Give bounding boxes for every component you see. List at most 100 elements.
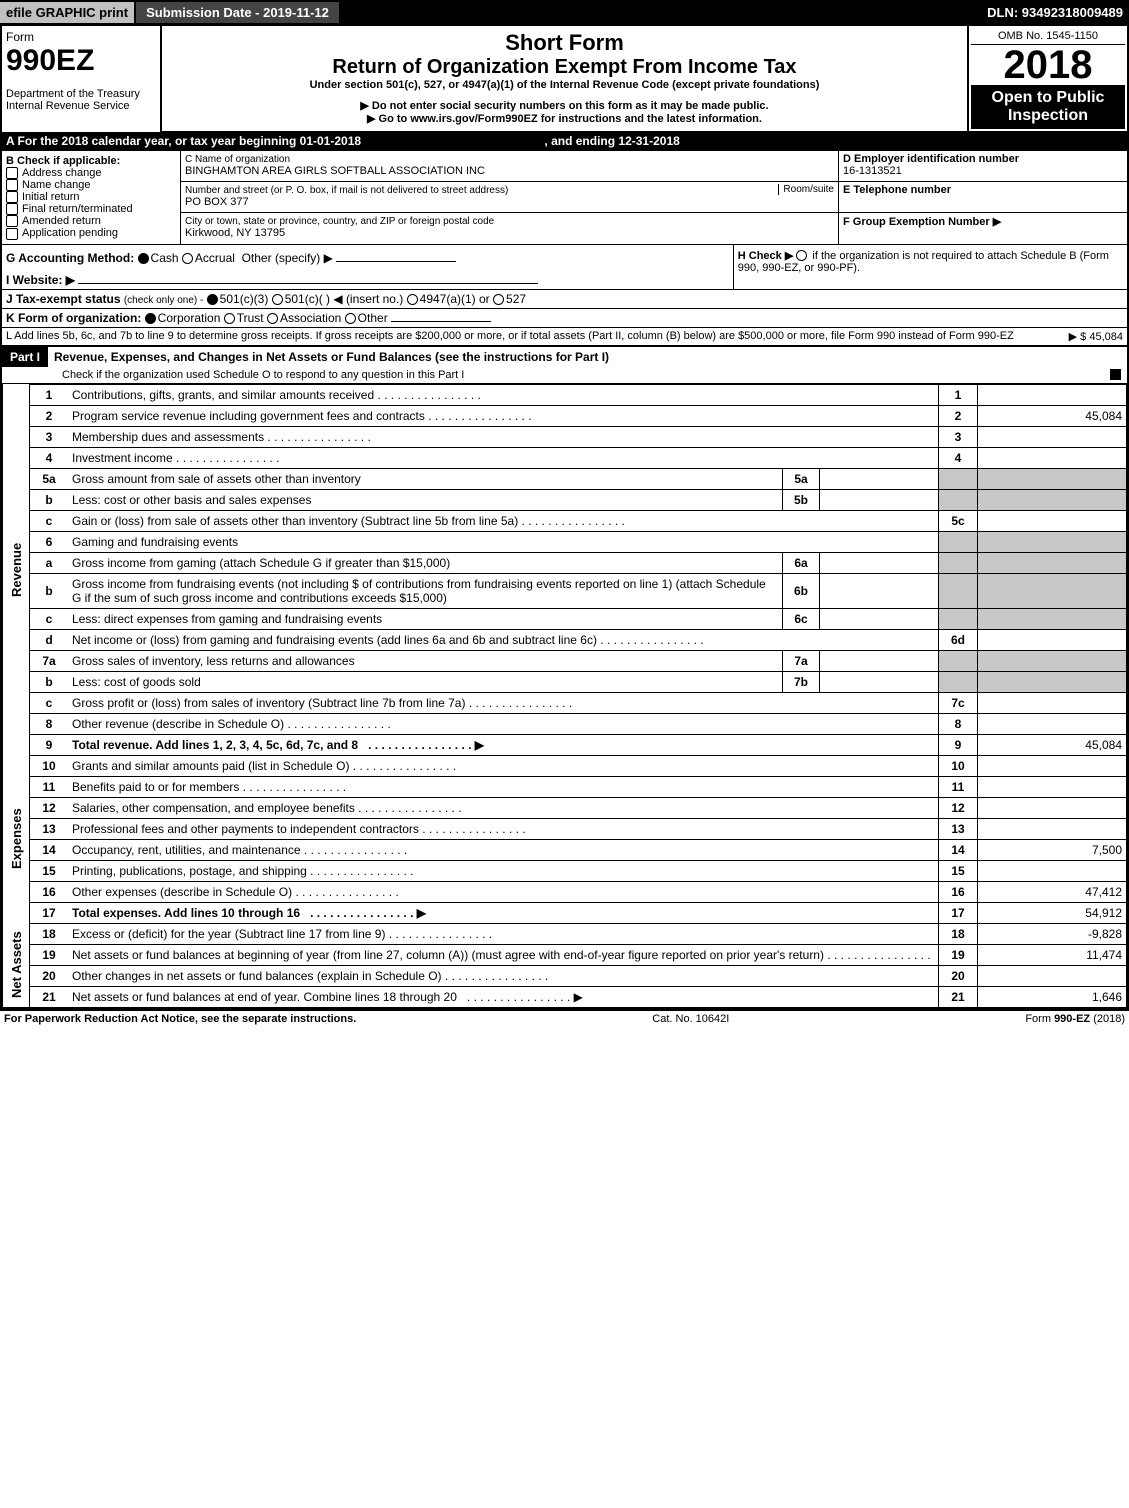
checkbox-schedule-o[interactable] bbox=[1110, 369, 1121, 380]
line-num-8: 8 bbox=[30, 713, 69, 734]
top-header-bar: efile GRAPHIC print Submission Date - 20… bbox=[0, 0, 1129, 24]
label-d: D Employer identification number bbox=[843, 153, 1019, 165]
radio-4947[interactable] bbox=[407, 294, 418, 305]
line-desc-15: Printing, publications, postage, and shi… bbox=[68, 860, 939, 881]
line-amt-2: 45,084 bbox=[978, 405, 1127, 426]
ssn-warning: ▶ Do not enter social security numbers o… bbox=[166, 99, 963, 112]
line-box-shade-7a bbox=[939, 650, 978, 671]
footer-right: Form 990-EZ (2018) bbox=[1025, 1013, 1125, 1025]
section-expenses-label: Expenses bbox=[3, 755, 30, 923]
line-box-shade-b bbox=[939, 671, 978, 692]
line-subamt-6a bbox=[820, 552, 939, 573]
title-center-cell: Short Form Return of Organization Exempt… bbox=[161, 25, 968, 132]
line-subbox-5a: 5a bbox=[783, 468, 820, 489]
line-num-17: 17 bbox=[30, 902, 69, 923]
radio-trust[interactable] bbox=[224, 313, 235, 324]
line-amt-shade-7a bbox=[978, 650, 1127, 671]
part1-title: Revenue, Expenses, and Changes in Net As… bbox=[48, 350, 609, 364]
line-subamt-7b bbox=[820, 671, 939, 692]
label-j-sub: (check only one) - bbox=[124, 295, 203, 306]
checkbox-application-pending[interactable] bbox=[6, 228, 18, 240]
line-box-shade-a bbox=[939, 552, 978, 573]
line-amt-4 bbox=[978, 447, 1127, 468]
radio-501c3[interactable] bbox=[207, 294, 218, 305]
line-amt-13 bbox=[978, 818, 1127, 839]
line-box-19: 19 bbox=[939, 944, 978, 965]
instructions-link[interactable]: ▶ Go to www.irs.gov/Form990EZ for instru… bbox=[166, 112, 963, 125]
line-subbox-5b: 5b bbox=[783, 489, 820, 510]
line-amt-10 bbox=[978, 755, 1127, 776]
line-subamt-6b bbox=[820, 573, 939, 608]
line-num-18: 18 bbox=[30, 923, 69, 944]
line-desc-21: Net assets or fund balances at end of ye… bbox=[68, 986, 939, 1007]
line-desc-b: Gross income from fundraising events (no… bbox=[68, 573, 783, 608]
line-num-4: 4 bbox=[30, 447, 69, 468]
open-public-box: Open to Public Inspection bbox=[971, 85, 1125, 129]
line-amt-shade-6 bbox=[978, 531, 1127, 552]
line-amt-7c bbox=[978, 692, 1127, 713]
group-exemption-label: F Group Exemption Number ▶ bbox=[843, 216, 1001, 228]
line-amt-21: 1,646 bbox=[978, 986, 1127, 1007]
radio-association[interactable] bbox=[267, 313, 278, 324]
radio-corporation[interactable] bbox=[145, 313, 156, 324]
section-e: E Telephone number bbox=[839, 182, 1128, 213]
line-desc-a: Gross income from gaming (attach Schedul… bbox=[68, 552, 783, 573]
checkbox-final-return[interactable] bbox=[6, 203, 18, 215]
line-amt-shade-c bbox=[978, 608, 1127, 629]
line-amt-shade-b bbox=[978, 573, 1127, 608]
section-l-amount: ▶ $ 45,084 bbox=[1069, 330, 1123, 343]
section-b: B Check if applicable: Address change Na… bbox=[2, 151, 181, 244]
department-label: Department of the Treasury bbox=[6, 88, 156, 100]
radio-cash[interactable] bbox=[138, 253, 149, 264]
ein-value: 16-1313521 bbox=[843, 165, 902, 177]
line-desc-11: Benefits paid to or for members . . . . … bbox=[68, 776, 939, 797]
line-num-c: c bbox=[30, 692, 69, 713]
line-desc-c: Gross profit or (loss) from sales of inv… bbox=[68, 692, 939, 713]
line-box-21: 21 bbox=[939, 986, 978, 1007]
checkbox-name-change[interactable] bbox=[6, 179, 18, 191]
line-num-2: 2 bbox=[30, 405, 69, 426]
line-box-12: 12 bbox=[939, 797, 978, 818]
line-desc-c: Less: direct expenses from gaming and fu… bbox=[68, 608, 783, 629]
room-label: Room/suite bbox=[778, 184, 834, 195]
line-subbox-6b: 6b bbox=[783, 573, 820, 608]
section-net assets-label: Net Assets bbox=[3, 923, 30, 1007]
line-desc-6: Gaming and fundraising events bbox=[68, 531, 939, 552]
short-form-title: Short Form bbox=[166, 30, 963, 56]
label-j: J Tax-exempt status bbox=[6, 292, 121, 306]
line-num-11: 11 bbox=[30, 776, 69, 797]
line-subbox-6a: 6a bbox=[783, 552, 820, 573]
radio-other-org[interactable] bbox=[345, 313, 356, 324]
line-subamt-6c bbox=[820, 608, 939, 629]
checkbox-schedule-b[interactable] bbox=[796, 250, 807, 261]
line-num-5a: 5a bbox=[30, 468, 69, 489]
line-desc-8: Other revenue (describe in Schedule O) .… bbox=[68, 713, 939, 734]
checkbox-address-change[interactable] bbox=[6, 167, 18, 179]
title-right-cell: OMB No. 1545-1150 2018 Open to Public In… bbox=[968, 25, 1128, 132]
section-l: L Add lines 5b, 6c, and 7b to line 9 to … bbox=[2, 327, 1127, 345]
dln-number: DLN: 93492318009489 bbox=[981, 2, 1129, 23]
line-box-4: 4 bbox=[939, 447, 978, 468]
line-amt-12 bbox=[978, 797, 1127, 818]
checkbox-amended[interactable] bbox=[6, 215, 18, 227]
line-amt-16: 47,412 bbox=[978, 881, 1127, 902]
section-h: H Check ▶ if the organization is not req… bbox=[733, 245, 1127, 290]
line-desc-b: Less: cost or other basis and sales expe… bbox=[68, 489, 783, 510]
org-name: BINGHAMTON AREA GIRLS SOFTBALL ASSOCIATI… bbox=[185, 165, 485, 177]
line-num-c: c bbox=[30, 510, 69, 531]
footer-left: For Paperwork Reduction Act Notice, see … bbox=[4, 1013, 356, 1025]
line-box-1: 1 bbox=[939, 384, 978, 405]
part1-check-o: Check if the organization used Schedule … bbox=[2, 367, 1127, 384]
line-num-c: c bbox=[30, 608, 69, 629]
line-amt-shade-5a bbox=[978, 468, 1127, 489]
checkbox-initial-return[interactable] bbox=[6, 191, 18, 203]
line-num-19: 19 bbox=[30, 944, 69, 965]
radio-accrual[interactable] bbox=[182, 253, 193, 264]
return-title: Return of Organization Exempt From Incom… bbox=[166, 56, 963, 79]
tel-label: E Telephone number bbox=[843, 184, 951, 196]
line-box-shade-c bbox=[939, 608, 978, 629]
addr-label: Number and street (or P. O. box, if mail… bbox=[185, 185, 508, 196]
radio-527[interactable] bbox=[493, 294, 504, 305]
efile-print-link[interactable]: efile GRAPHIC print bbox=[0, 2, 134, 23]
radio-501c[interactable] bbox=[272, 294, 283, 305]
